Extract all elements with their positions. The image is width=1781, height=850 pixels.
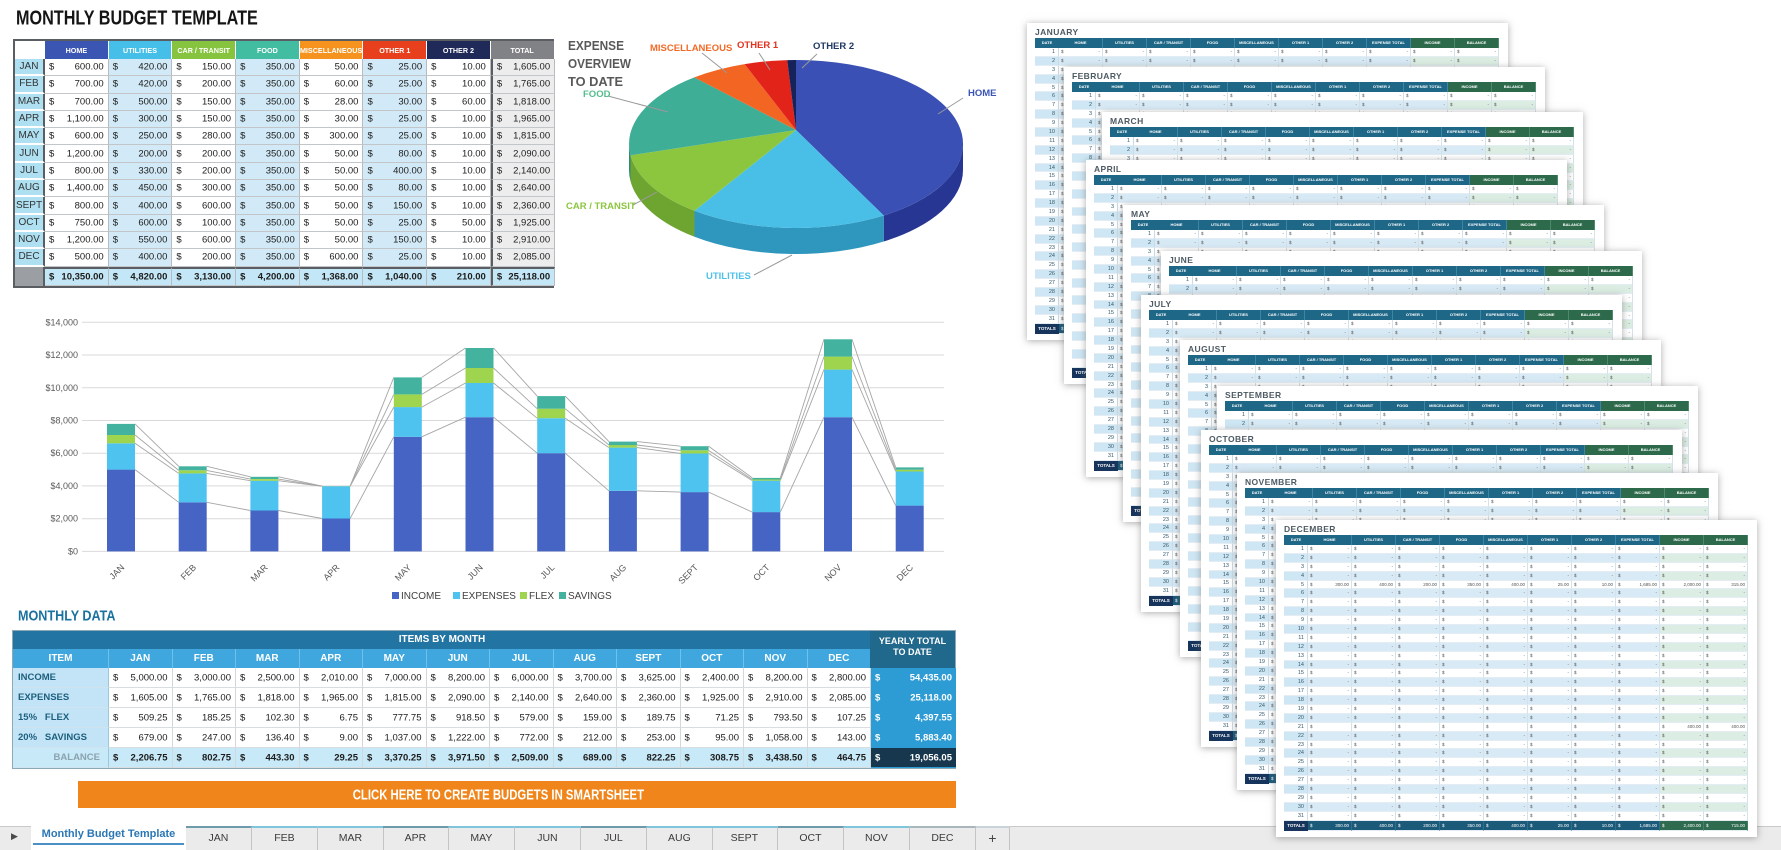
svg-text:TO DATE: TO DATE [568, 74, 623, 89]
svg-text:OCT: OCT [751, 562, 772, 583]
svg-text:FLEX: FLEX [529, 591, 554, 602]
svg-text:$2,000: $2,000 [50, 514, 78, 524]
svg-text:MAR: MAR [249, 562, 271, 584]
svg-text:FEB: FEB [179, 562, 198, 581]
svg-text:JUL: JUL [538, 562, 556, 580]
svg-text:$14,000: $14,000 [45, 317, 78, 327]
svg-text:APR: APR [321, 562, 342, 583]
svg-text:JAN: JAN [107, 562, 126, 581]
svg-text:EXPENSES: EXPENSES [462, 591, 516, 602]
svg-text:UTILITIES: UTILITIES [706, 271, 751, 282]
svg-text:OVERVIEW: OVERVIEW [568, 56, 632, 71]
svg-text:$12,000: $12,000 [45, 350, 78, 360]
svg-text:SAVINGS: SAVINGS [568, 591, 612, 602]
svg-text:$8,000: $8,000 [50, 416, 78, 426]
svg-text:OTHER 1: OTHER 1 [737, 40, 779, 51]
svg-text:SEPT: SEPT [676, 562, 700, 586]
svg-text:OTHER 2: OTHER 2 [813, 41, 854, 52]
svg-text:INCOME: INCOME [401, 591, 441, 602]
svg-text:$10,000: $10,000 [45, 383, 78, 393]
svg-text:$0: $0 [68, 546, 78, 556]
svg-text:$6,000: $6,000 [50, 448, 78, 458]
svg-text:MISCELLANEOUS: MISCELLANEOUS [650, 43, 732, 54]
svg-text:NOV: NOV [823, 562, 844, 583]
svg-text:$4,000: $4,000 [50, 481, 78, 491]
svg-text:DEC: DEC [895, 562, 916, 583]
svg-text:HOME: HOME [968, 88, 997, 99]
svg-text:MAY: MAY [393, 562, 413, 582]
svg-text:FOOD: FOOD [583, 89, 611, 100]
svg-text:EXPENSE: EXPENSE [568, 38, 624, 53]
svg-text:AUG: AUG [607, 562, 628, 583]
svg-text:JUN: JUN [465, 562, 484, 581]
svg-text:CAR / TRANSIT: CAR / TRANSIT [566, 201, 636, 212]
